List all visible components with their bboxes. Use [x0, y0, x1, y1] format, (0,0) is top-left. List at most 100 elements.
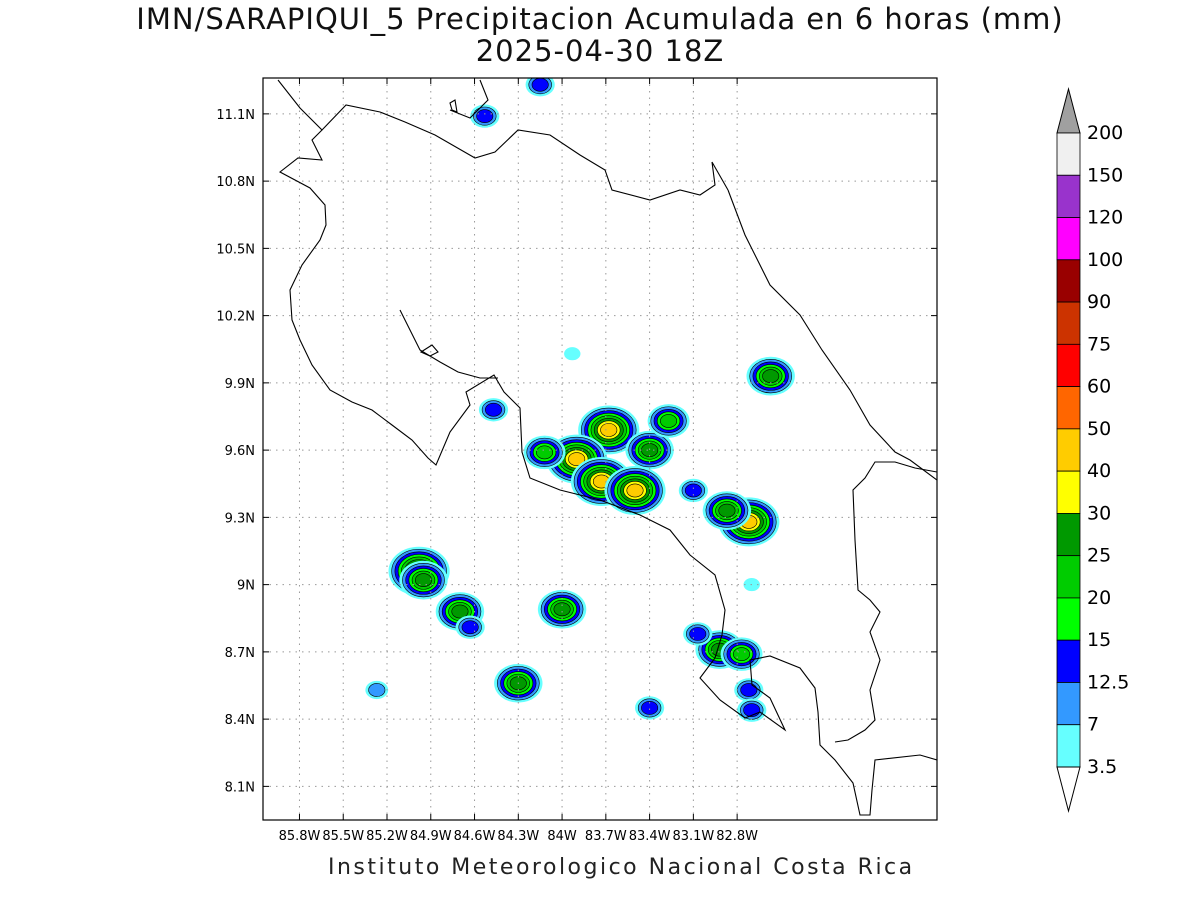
colorbar-label: 150	[1087, 164, 1123, 186]
precip-cell	[399, 560, 448, 600]
colorbar-label: 50	[1087, 418, 1111, 440]
colorbar-label: 7	[1087, 714, 1099, 736]
precip-cell	[604, 465, 666, 515]
coastline	[277, 79, 937, 816]
precip-cell	[702, 491, 752, 531]
colorbar-swatch	[1056, 174, 1081, 218]
colorbar-swatch	[1056, 428, 1081, 472]
colorbar-label: 15	[1087, 629, 1111, 651]
precip-contour	[660, 414, 678, 428]
lat-tick-label: 10.8N	[216, 175, 255, 190]
precip-cell	[365, 680, 389, 700]
colorbar-label: 75	[1087, 333, 1111, 355]
colorbar-label: 30	[1087, 502, 1111, 524]
precip-contour	[553, 602, 571, 617]
precip-contour	[414, 573, 432, 587]
precip-cell	[647, 404, 690, 438]
colorbar-swatch	[1056, 513, 1081, 557]
precip-contour	[451, 604, 469, 619]
coastline-pacific	[278, 129, 937, 816]
colorbar-swatch	[1056, 343, 1081, 388]
precip-contour	[600, 423, 618, 437]
precip-contour	[485, 402, 503, 417]
lon-tick-label: 85.2W	[366, 829, 408, 844]
precip-contour	[733, 647, 751, 661]
colorbar-swatch	[1056, 555, 1081, 599]
institution-footer: Instituto Meteorologico Nacional Costa R…	[328, 855, 915, 880]
lat-tick-label: 8.1N	[225, 780, 255, 795]
colorbar-label: 3.5	[1087, 756, 1117, 778]
lat-tick-label: 9.9N	[225, 377, 255, 392]
lat-tick-label: 10.5N	[216, 242, 255, 257]
colorbar-label: 25	[1087, 545, 1111, 567]
colorbar-label: 60	[1087, 376, 1111, 398]
precip-cell	[523, 435, 566, 470]
precip-contour	[684, 483, 702, 498]
precip-contour	[641, 443, 659, 457]
colorbar-swatch	[1056, 470, 1081, 514]
colorbar-swatch	[1056, 639, 1081, 683]
colorbar-label: 120	[1087, 207, 1123, 229]
lon-tick-label: 85.5W	[322, 829, 364, 844]
island-nicaragua-lake	[449, 99, 458, 113]
colorbar-label: 40	[1087, 460, 1111, 482]
colorbar-label: 90	[1087, 291, 1111, 313]
lon-tick-label: 85.8W	[279, 829, 321, 844]
map-valid-time: 2025-04-30 18Z	[475, 34, 725, 68]
lat-tick-label: 9.3N	[225, 511, 255, 526]
precip-layer	[365, 78, 795, 722]
precip-contour	[368, 683, 386, 697]
precip-cell	[537, 589, 587, 629]
precip-cell	[578, 405, 640, 455]
precip-contour	[536, 445, 554, 460]
coastline-lake-nicaragua	[449, 79, 489, 119]
colorbar-label: 20	[1087, 587, 1111, 609]
island-chira	[419, 344, 439, 357]
colorbar-swatch	[1056, 724, 1081, 768]
coastline-nicaragua-border	[277, 79, 729, 201]
precip-contour	[626, 483, 644, 498]
precip-cell	[470, 104, 500, 128]
precip-contour	[568, 452, 586, 466]
lat-tick-label: 9N	[237, 579, 255, 594]
lat-tick-label: 9.6N	[225, 444, 255, 459]
colorbar-swatch	[1056, 217, 1081, 261]
axes: 85.8W 85.5W 85.2W 84.9W 84.6W 84.3W 84W 83.7W 83…	[216, 78, 937, 844]
lat-tick-label: 8.4N	[225, 713, 255, 728]
precip-contour	[740, 683, 758, 697]
precip-cell	[678, 478, 708, 503]
lat-tick-label: 8.7N	[225, 646, 255, 661]
precip-contour	[762, 369, 780, 384]
precip-contour	[531, 78, 549, 92]
precip-cell	[737, 698, 767, 722]
precip-contour	[461, 620, 479, 635]
colorbar-swatch	[1056, 132, 1081, 176]
lon-tick-label: 83.4W	[629, 829, 671, 844]
lat-tick-label: 11.1N	[216, 108, 255, 123]
lon-tick-label: 84.3W	[497, 829, 539, 844]
precip-contour	[641, 701, 659, 715]
map-frame	[262, 77, 938, 821]
colorbar-label: 100	[1087, 249, 1123, 271]
precip-contour	[476, 109, 494, 123]
precip-contour	[689, 627, 707, 641]
lon-tick-label: 84.6W	[454, 829, 496, 844]
border-panama	[834, 461, 937, 743]
lon-tick-label: 83.1W	[672, 829, 714, 844]
precip-cell	[564, 347, 581, 361]
precip-cell	[635, 696, 665, 720]
coastline-caribbean	[727, 189, 937, 481]
precip-cell	[720, 637, 763, 671]
lon-tick-label: 82.8W	[716, 829, 758, 844]
colorbar-swatch	[1056, 597, 1081, 641]
precip-contour	[564, 347, 581, 361]
precip-cell	[478, 398, 509, 422]
coastline-nicoya-gulf	[399, 309, 498, 379]
precip-cell	[455, 615, 485, 639]
lat-tick-label: 10.2N	[216, 310, 255, 325]
lon-tick-label: 84.9W	[410, 829, 452, 844]
colorbar-swatch	[1056, 301, 1081, 345]
colorbar-swatch	[1056, 682, 1081, 726]
precip-contour	[718, 503, 736, 518]
